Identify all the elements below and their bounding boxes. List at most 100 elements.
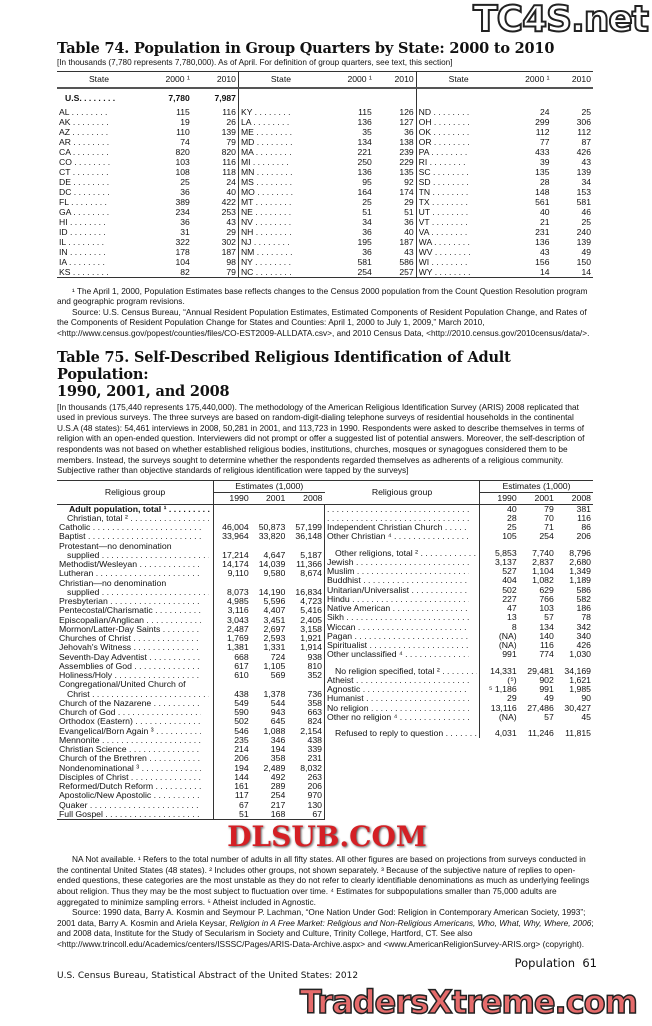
table-row: FL . . . . . . . . 389 422 MT . . . . . . .…	[57, 196, 593, 207]
value-2000: 110	[176, 126, 190, 137]
value-2000: 34	[362, 216, 372, 227]
value-2008: 1,621	[569, 674, 591, 685]
label-text: Churches of Christ . . . . . . . . . . .…	[59, 634, 201, 644]
value-1990: 668	[234, 651, 249, 662]
religious-group-label: No religion . . . . . . . . . . . . . . …	[325, 703, 480, 713]
state-label: ND . . . . . . . .	[416, 107, 501, 117]
state-label-text: FL . . . . . . . .	[59, 196, 107, 207]
label-text: Seventh-Day Adventist . . . . . . . . . …	[59, 652, 201, 662]
value-2008: 5,187	[287, 550, 326, 561]
value-2008: 340	[576, 630, 592, 641]
value-2010: 43	[581, 156, 591, 167]
state-label-text: NV . . . . . . . .	[240, 216, 292, 227]
state-label-text: DC . . . . . . . .	[59, 186, 110, 197]
value-2000: 148	[535, 186, 550, 197]
religious-group-label: Apostolic/New Apostolic . . . . . . . . …	[57, 791, 214, 801]
state-label-text: WA . . . . . . . .	[418, 236, 470, 247]
value-1990: 9,110	[227, 568, 249, 579]
value-2008: 8,796	[569, 547, 591, 558]
state-label-text: GA . . . . . . . .	[59, 206, 110, 217]
value-2010: 25	[581, 216, 591, 227]
value-2000: 103	[175, 156, 190, 167]
state-label-text: AK . . . . . . . .	[59, 116, 109, 127]
state-label: OK . . . . . . . .	[416, 127, 501, 137]
value-2001: 4,647	[263, 549, 286, 560]
state-label: CT . . . . . . . .	[57, 167, 141, 177]
value-1990: 46,004	[222, 522, 249, 533]
table-row: Spiritualist . . . . . . . . . . . . . .…	[325, 640, 593, 651]
value-1990: 227	[502, 593, 517, 604]
value-1990: 404	[502, 575, 517, 586]
religious-group-label: Lutheran . . . . . . . . . . . . . . . .…	[57, 569, 214, 579]
value-1990: 5,853	[494, 547, 517, 558]
table-row: Catholic . . . . . . . . . . . . . . . .…	[57, 522, 326, 533]
label-text: Mormon/Latter-Day Saints . . . . . . . .…	[59, 624, 201, 634]
label-text: Other no religion ⁴ . . . . . . . . . . …	[327, 712, 469, 722]
value-2008: 824	[287, 717, 326, 727]
label-text: Mennonite . . . . . . . . . . . . . . . …	[59, 735, 201, 745]
value-2008: 57,199	[287, 522, 326, 533]
table75-title-line2: 1990, 2001, and 2008	[57, 382, 230, 400]
state-label: MO . . . . . . . .	[238, 187, 323, 197]
value-2008: 11,815	[565, 728, 591, 739]
value-2008: 736	[287, 689, 326, 699]
value-2010: 150	[576, 256, 591, 267]
label-text: Buddhist . . . . . . . . . . . . . . . .…	[327, 576, 469, 586]
value-2010: 43	[373, 246, 417, 257]
state-label: FL . . . . . . . .	[57, 197, 141, 207]
table-row: Refused to reply to question . . . . . .…	[325, 728, 593, 739]
state-label-text: RI . . . . . . . .	[418, 156, 466, 167]
empty-cell	[238, 87, 417, 107]
value-2000: 389	[175, 196, 190, 207]
value-1990: 235	[234, 734, 249, 745]
value-2008	[287, 513, 326, 524]
table-row: Orthodox (Eastern) . . . . . . . . . . .…	[57, 716, 326, 727]
religious-group-label: Baptist . . . . . . . . . . . . . . . . …	[57, 532, 214, 542]
religious-group-label: Refused to reply to question . . . . . .…	[325, 729, 480, 739]
value-2010: 29	[191, 226, 239, 237]
state-label: WA . . . . . . . .	[416, 237, 501, 247]
value-2001: 103	[539, 603, 554, 614]
value-1990: 144	[234, 771, 249, 782]
table-row: Native American . . . . . . . . . . . . …	[325, 603, 593, 614]
value-2001: 645	[270, 716, 286, 727]
table-row: IA . . . . . . . . 104 98 NY . . . . . . . …	[57, 256, 593, 267]
table-row: Disciples of Christ . . . . . . . . . . …	[57, 771, 326, 783]
value-2008: 130	[287, 800, 326, 810]
state-label-text: SC . . . . . . . .	[418, 166, 469, 177]
religious-group-label: Episcopalian/Anglican . . . . . . . . . …	[57, 615, 214, 625]
value-2010: 87	[581, 136, 591, 147]
value-2001: 629	[539, 584, 554, 595]
state-label: NM . . . . . . . .	[238, 247, 323, 257]
value-2010: 139	[191, 126, 239, 137]
religious-group-label: Methodist/Wesleyan . . . . . . . . . . .…	[57, 560, 214, 570]
religious-group-label: Christian Science . . . . . . . . . . . …	[57, 745, 214, 755]
value-1990: 51	[239, 808, 249, 819]
state-label: ID . . . . . . . .	[57, 227, 141, 237]
state-label-text: IL . . . . . . . .	[59, 236, 105, 247]
value-2010: 820	[191, 146, 239, 157]
value-1990: ⁵ 1,186	[488, 684, 517, 695]
religious-group-label: Seventh-Day Adventist . . . . . . . . . …	[57, 652, 214, 662]
table-row: Christian, total ² . . . . . . . . . . .…	[57, 513, 326, 524]
table-row: Hindu . . . . . . . . . . . . . . . . . …	[325, 593, 593, 605]
value-2001: 70	[544, 512, 554, 523]
state-label: IA . . . . . . . .	[57, 257, 141, 267]
label-text: Quaker . . . . . . . . . . . . . . . . .…	[59, 800, 201, 810]
value-2010: 116	[191, 106, 239, 117]
value-2008: 231	[287, 754, 326, 764]
table75-left: Religious group Estimates (1,000) 1990 2001…	[57, 479, 326, 821]
state-label-text: NC . . . . . . . .	[240, 266, 292, 277]
value-2001: 29,481	[527, 665, 554, 676]
column-header: State	[57, 71, 141, 89]
value-2000: 25	[180, 176, 190, 187]
state-label: HI . . . . . . . .	[57, 217, 141, 227]
table-row: Humanist . . . . . . . . . . . . . . . .…	[325, 694, 593, 704]
state-label: GA . . . . . . . .	[57, 207, 141, 217]
table-row: Lutheran . . . . . . . . . . . . . . . .…	[57, 568, 326, 579]
table-row: HI . . . . . . . . 36 43 NV . . . . . . . .…	[57, 216, 593, 227]
religious-group-label: Orthodox (Eastern) . . . . . . . . . . .…	[57, 717, 214, 727]
value-2000: 156	[535, 256, 550, 267]
table-row: Other religions, total ² . . . . . . . .…	[325, 547, 593, 558]
table75-title: Table 75. Self-Described Religious Ident…	[57, 349, 597, 400]
